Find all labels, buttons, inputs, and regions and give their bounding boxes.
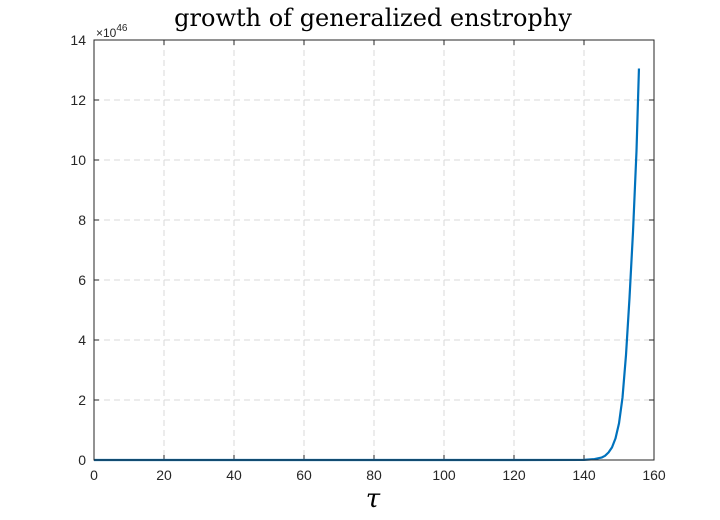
y-tick-label: 10 [70, 152, 86, 168]
plot-area [93, 39, 655, 461]
x-tick-label: 160 [642, 467, 666, 483]
x-axis-label: τ [366, 484, 381, 514]
chart-title: growth of generalized enstrophy [174, 4, 572, 32]
x-tick-label: 80 [366, 467, 382, 483]
x-tick-label: 0 [90, 467, 98, 483]
x-tick-label: 20 [156, 467, 172, 483]
y-tick-label: 8 [78, 212, 86, 228]
y-tick-label: 14 [70, 32, 86, 48]
y-tick-label: 4 [78, 332, 86, 348]
y-multiplier-exponent: 46 [116, 23, 128, 34]
y-tick-label: 0 [78, 452, 86, 468]
x-tick-label: 60 [296, 467, 312, 483]
y-tick-label: 12 [70, 92, 86, 108]
x-tick-label: 140 [572, 467, 596, 483]
tick-labels: 0 20 40 60 80 100 120 140 160 0 2 4 6 8 10 12 14 [70, 32, 665, 483]
y-multiplier-base: ×10 [96, 26, 117, 40]
y-multiplier: ×1046 [96, 23, 128, 40]
x-tick-label: 100 [432, 467, 456, 483]
grid [94, 40, 654, 460]
x-tick-label: 120 [502, 467, 526, 483]
x-tick-label: 40 [226, 467, 242, 483]
y-tick-label: 2 [78, 392, 86, 408]
y-tick-label: 6 [78, 272, 86, 288]
